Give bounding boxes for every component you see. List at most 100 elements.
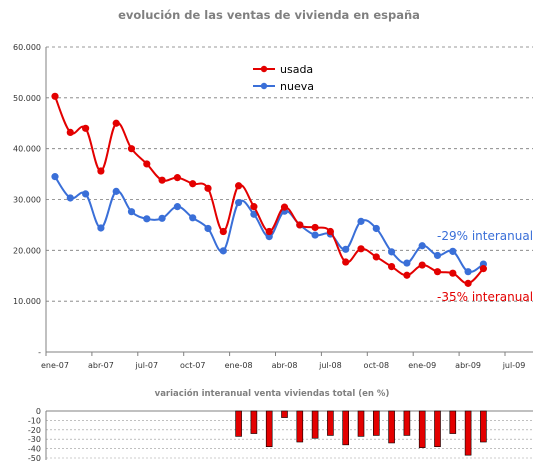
main-x-tick-label: abr-08 (272, 361, 298, 370)
bar-chart-gridlines (46, 420, 533, 459)
data-point-usada (189, 180, 197, 188)
main-y-tick-label: 20.000 (13, 246, 41, 255)
main-y-tick-label: 50.000 (13, 94, 41, 103)
data-point-nueva (311, 231, 319, 239)
data-point-nueva (418, 242, 426, 250)
data-point-nueva (449, 247, 457, 255)
main-x-tick-label: abr-07 (88, 361, 114, 370)
data-point-usada (357, 245, 365, 253)
yoy-bar (327, 410, 334, 436)
annotation-nueva-yoy: -29% interanual (437, 229, 533, 243)
data-point-nueva (250, 210, 258, 218)
data-point-usada (449, 269, 457, 277)
yoy-bar (250, 410, 258, 434)
yoy-bar (296, 410, 304, 443)
data-point-usada (403, 271, 411, 279)
data-point-usada (265, 227, 273, 236)
data-point-nueva (51, 173, 59, 181)
data-point-nueva (219, 247, 227, 255)
data-point-usada (127, 145, 136, 153)
data-point-nueva (82, 190, 90, 198)
yoy-bar (342, 410, 350, 446)
data-point-usada (388, 263, 396, 271)
yoy-bar (403, 410, 411, 436)
data-point-nueva (158, 214, 166, 222)
data-point-nueva (388, 248, 396, 256)
main-chart-legend: usada nueva (253, 63, 314, 93)
main-chart-title: evolución de las ventas de vivienda en e… (118, 8, 420, 22)
yoy-bar (265, 410, 273, 448)
data-point-usada (158, 176, 166, 184)
data-point-nueva (97, 224, 105, 232)
data-point-usada (280, 203, 289, 211)
main-chart-y-ticks: - 10.000 20.000 30.000 40.000 50.000 60.000 (13, 43, 41, 357)
data-point-nueva (403, 259, 411, 267)
data-point-usada (97, 167, 105, 175)
main-x-tick-label: jul-07 (135, 361, 159, 370)
data-point-nueva (342, 245, 350, 253)
main-chart-axes (45, 47, 533, 353)
data-point-nueva (265, 233, 273, 241)
yoy-bar (235, 410, 242, 437)
bar-y-tick-label: 0 (36, 407, 41, 416)
bar-chart-y-ticks: 0-10-20-30-40-50 (28, 407, 41, 463)
data-point-usada (51, 92, 59, 100)
data-point-nueva (66, 194, 74, 202)
main-y-tick-label: - (38, 348, 41, 357)
legend-nueva-label: nueva (280, 80, 314, 93)
data-point-usada (326, 227, 334, 236)
main-x-tick-label: ene-09 (408, 361, 436, 370)
main-y-tick-label: 10.000 (13, 297, 41, 306)
bar-y-tick-label: -40 (28, 445, 41, 454)
bar-y-tick-label: -50 (28, 454, 41, 463)
legend-nueva-swatch-marker (260, 82, 268, 90)
data-point-nueva (235, 198, 243, 207)
bar-chart-bars (235, 410, 487, 456)
yoy-bar (311, 410, 319, 439)
data-point-usada (219, 227, 227, 236)
data-point-usada (464, 279, 472, 287)
data-point-nueva (357, 217, 365, 225)
data-point-usada (342, 258, 350, 266)
data-point-usada (143, 160, 151, 168)
data-point-usada (204, 184, 212, 192)
data-point-usada (311, 223, 319, 232)
data-point-usada (173, 174, 181, 182)
bar-chart-axes (45, 410, 533, 460)
bar-y-tick-label: -30 (28, 435, 41, 444)
yoy-bar (372, 410, 380, 436)
data-point-usada (112, 119, 120, 127)
main-y-tick-label: 30.000 (13, 196, 41, 205)
data-point-usada (66, 128, 74, 136)
data-point-nueva (189, 214, 197, 222)
main-y-tick-label: 40.000 (13, 145, 41, 154)
data-point-usada (296, 221, 304, 229)
yoy-bar (464, 410, 472, 456)
data-point-usada (372, 253, 380, 261)
data-point-nueva (464, 268, 472, 276)
main-x-tick-label: abr-09 (455, 361, 481, 370)
main-chart-x-ticks: ene-07 abr-07 jul-07 oct-07 ene-08 abr-08 jul-… (41, 352, 525, 370)
data-point-nueva (372, 224, 380, 233)
bar-y-tick-label: -20 (28, 426, 41, 435)
data-point-usada (479, 265, 487, 273)
main-x-tick-label: oct-08 (364, 361, 390, 370)
data-point-nueva (173, 203, 181, 211)
annotation-usada-yoy: -35% interanual (437, 290, 533, 304)
yoy-bar (449, 410, 457, 434)
main-x-tick-label: ene-08 (225, 361, 253, 370)
yoy-bar (388, 410, 395, 444)
data-point-nueva (127, 208, 136, 216)
yoy-bar (434, 410, 441, 448)
main-x-tick-label: jul-08 (318, 361, 342, 370)
main-y-tick-label: 60.000 (13, 43, 41, 52)
bar-y-tick-label: -10 (28, 416, 41, 425)
yoy-bar (480, 410, 487, 443)
main-chart-series (51, 92, 487, 287)
data-point-nueva (112, 187, 120, 195)
data-point-usada (235, 182, 243, 190)
data-point-nueva (204, 224, 212, 233)
legend-usada-swatch-marker (260, 65, 268, 73)
main-x-tick-label: jul-09 (502, 361, 526, 370)
